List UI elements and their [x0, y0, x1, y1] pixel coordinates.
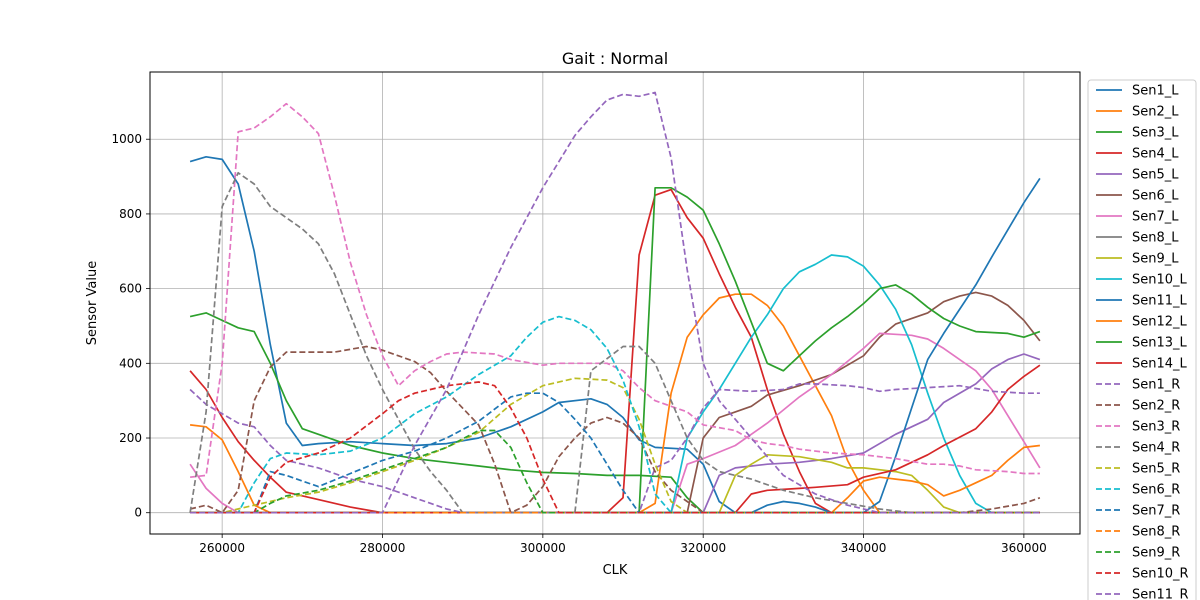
plot-frame	[149, 71, 1081, 535]
series-line-sen11-l	[190, 177, 1041, 514]
legend-label: Sen11_R	[1132, 588, 1189, 600]
legend-label: Sen4_R	[1132, 441, 1180, 456]
series-line-sen7-r	[190, 392, 1040, 514]
series-line-sen14-l	[190, 364, 1041, 514]
series-line-sen12-l	[190, 444, 1041, 514]
legend-label: Sen9_L	[1132, 252, 1179, 267]
legend-label: Sen13_L	[1132, 336, 1188, 351]
y-tick-label: 0	[134, 506, 142, 520]
series-line-sen9-r	[190, 429, 1040, 514]
legend-label: Sen6_R	[1132, 483, 1180, 498]
series-line-sen6-l	[190, 291, 1041, 514]
series-line-sen9-l	[190, 453, 1040, 514]
series-line-sen5-r	[190, 377, 1040, 514]
legend-label: Sen12_L	[1132, 315, 1188, 330]
y-tick-label: 400	[119, 356, 142, 370]
legend-label: Sen14_L	[1132, 357, 1188, 372]
legend-label: Sen3_L	[1132, 126, 1179, 141]
legend-label: Sen3_R	[1132, 420, 1180, 435]
series-line-sen2-l	[189, 293, 1040, 514]
series-line-sen13-l	[190, 186, 1041, 514]
legend-label: Sen7_L	[1132, 210, 1179, 225]
legend-label: Sen1_R	[1132, 378, 1180, 393]
series-line-sen1-l	[189, 155, 1040, 514]
y-tick-label: 1000	[111, 132, 142, 146]
legend-label: Sen10_R	[1132, 567, 1189, 582]
series-line-sen3-r	[190, 102, 1040, 479]
y-axis-label: Sensor Value	[85, 261, 100, 345]
legend-label: Sen5_R	[1132, 462, 1180, 477]
y-tick-label: 200	[119, 431, 142, 445]
series-layer	[189, 91, 1041, 514]
x-tick-label: 260000	[199, 541, 245, 555]
x-tick-label: 300000	[520, 541, 566, 555]
legend: Sen1_L Sen2_L Sen3_L Sen4_L Sen5_L Sen6_L Sen7…	[1087, 79, 1197, 600]
legend-label: Sen6_L	[1132, 189, 1179, 204]
legend-label: Sen8_L	[1132, 231, 1179, 246]
series-line-sen5-l	[190, 353, 1041, 514]
series-line-sen11-r	[190, 91, 1040, 514]
legend-box	[1087, 79, 1197, 600]
x-axis-label: CLK	[603, 563, 628, 578]
legend-label: Sen2_L	[1132, 105, 1179, 120]
series-line-sen10-r	[190, 381, 1040, 514]
y-axis: 0 200 400 600 800 1000	[111, 132, 150, 520]
chart-title: Gait : Normal	[562, 49, 668, 68]
series-line-sen4-l	[189, 188, 1040, 514]
x-tick-label: 320000	[680, 541, 726, 555]
series-line-sen2-r	[189, 345, 1041, 514]
x-tick-label: 340000	[841, 541, 887, 555]
series-line-sen4-r	[189, 171, 1040, 514]
legend-label: Sen10_L	[1132, 273, 1188, 288]
legend-label: Sen11_L	[1132, 294, 1188, 309]
x-axis: 260000 280000 300000 320000 340000 360000	[199, 534, 1047, 555]
legend-label: Sen1_L	[1132, 84, 1179, 99]
legend-label: Sen5_L	[1132, 168, 1179, 183]
legend-label: Sen4_L	[1132, 147, 1179, 162]
series-line-sen1-r	[189, 383, 1040, 514]
legend-label: Sen7_R	[1132, 504, 1180, 519]
legend-label: Sen8_R	[1132, 525, 1180, 540]
x-tick-label: 280000	[360, 541, 406, 555]
legend-label: Sen2_R	[1132, 399, 1180, 414]
x-tick-label: 360000	[1001, 541, 1047, 555]
series-line-sen6-r	[190, 315, 1040, 514]
legend-label: Sen9_R	[1132, 546, 1180, 561]
y-tick-label: 800	[119, 207, 142, 221]
y-tick-label: 600	[119, 282, 142, 296]
